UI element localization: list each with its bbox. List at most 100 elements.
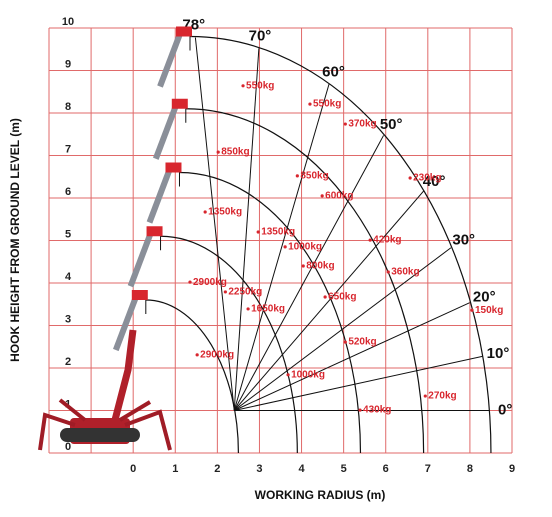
hook-path: [145, 299, 240, 454]
load-point: [386, 270, 390, 274]
load-point: [256, 230, 260, 234]
load-point: [283, 245, 287, 249]
load-point: [223, 290, 227, 294]
x-tick-label: 8: [467, 463, 473, 475]
crane-mast: [111, 329, 137, 421]
y-tick-label: 2: [65, 356, 71, 368]
hook-path: [160, 235, 298, 454]
angle-label: 0°: [498, 401, 512, 418]
angle-line: [233, 135, 384, 411]
boom-head: [165, 162, 182, 173]
load-point: [323, 295, 327, 299]
load-point: [358, 408, 362, 412]
load-point: [195, 353, 199, 357]
y-tick-label: 8: [65, 101, 71, 113]
x-tick-label: 5: [341, 463, 347, 475]
y-tick-label: 3: [65, 313, 71, 325]
load-label: 150kg: [475, 305, 503, 316]
angle-label: 40°: [423, 173, 446, 190]
y-tick-label: 5: [65, 228, 71, 240]
angle-line: [233, 247, 452, 411]
load-point: [368, 238, 372, 242]
x-tick-label: 6: [383, 463, 389, 475]
boom: [127, 227, 156, 288]
boom: [152, 99, 181, 160]
load-point: [188, 280, 192, 284]
y-tick-label: 10: [62, 16, 74, 28]
angle-line: [194, 37, 235, 411]
y-tick-label: 4: [65, 271, 72, 283]
load-label: 230kg: [413, 173, 441, 184]
angle-line: [233, 48, 260, 411]
boom-head: [176, 26, 193, 37]
angle-label: 10°: [487, 345, 510, 362]
load-label: 2900kg: [193, 277, 227, 288]
hook-path: [179, 171, 362, 454]
load-point: [241, 84, 245, 88]
x-tick-label: 4: [298, 463, 305, 475]
hook-path: [185, 108, 425, 454]
x-tick-label: 7: [425, 463, 431, 475]
angle-label: 30°: [452, 232, 475, 249]
angle-label: 20°: [473, 289, 496, 306]
load-point: [246, 307, 250, 311]
load-label: 360kg: [391, 267, 419, 278]
x-tick-label: 3: [256, 463, 262, 475]
boom: [113, 290, 141, 352]
boom-head: [146, 226, 163, 237]
angle-line: [233, 83, 330, 411]
y-axis-label: HOOK HEIGHT FROM GROUND LEVEL (m): [8, 118, 22, 362]
load-label: 430kg: [363, 405, 391, 416]
x-tick-label: 2: [214, 463, 220, 475]
load-label: 800kg: [306, 261, 334, 272]
y-tick-label: 9: [65, 58, 71, 70]
load-label: 550kg: [313, 99, 341, 110]
load-label: 550kg: [246, 80, 274, 91]
boom: [157, 27, 185, 88]
load-label: 1000kg: [291, 369, 325, 380]
load-point: [308, 102, 312, 106]
y-tick-label: 0: [65, 441, 71, 453]
load-point: [295, 174, 299, 178]
load-point: [423, 394, 427, 398]
load-label: 850kg: [221, 147, 249, 158]
crane-track: [60, 428, 140, 442]
angle-label: 70°: [249, 27, 272, 44]
load-label: 1350kg: [261, 227, 295, 238]
angle-label: 50°: [380, 116, 403, 133]
load-label: 650kg: [328, 292, 356, 303]
load-label: 1650kg: [251, 304, 285, 315]
load-label: 2900kg: [200, 349, 234, 360]
spider-crane: [38, 329, 172, 451]
x-tick-label: 9: [509, 463, 515, 475]
load-point: [286, 373, 290, 377]
boom-head: [171, 98, 188, 109]
boom: [146, 163, 175, 224]
load-label: 420kg: [373, 235, 401, 246]
load-point: [343, 122, 347, 126]
angle-line: [233, 190, 425, 411]
angle-label: 60°: [322, 63, 345, 80]
angle-line: [234, 355, 483, 411]
load-point: [203, 210, 207, 214]
y-tick-label: 6: [65, 186, 71, 198]
x-tick-label: 1: [172, 463, 178, 475]
load-label: 2250kg: [228, 287, 262, 298]
load-point: [408, 176, 412, 180]
hook-path: [190, 35, 492, 454]
crane-legs: [38, 398, 172, 451]
load-label: 370kg: [348, 119, 376, 130]
load-label: 600kg: [325, 191, 353, 202]
angle-line: [233, 302, 470, 411]
boom-head: [131, 290, 148, 300]
load-label: 1000kg: [288, 242, 322, 253]
y-tick-label: 7: [65, 143, 71, 155]
load-label: 520kg: [348, 337, 376, 348]
load-point: [343, 340, 347, 344]
x-tick-label: 0: [130, 463, 136, 475]
load-label: 850kg: [300, 171, 328, 182]
load-label: 270kg: [428, 391, 456, 402]
load-point: [320, 194, 324, 198]
load-label: 1350kg: [208, 207, 242, 218]
